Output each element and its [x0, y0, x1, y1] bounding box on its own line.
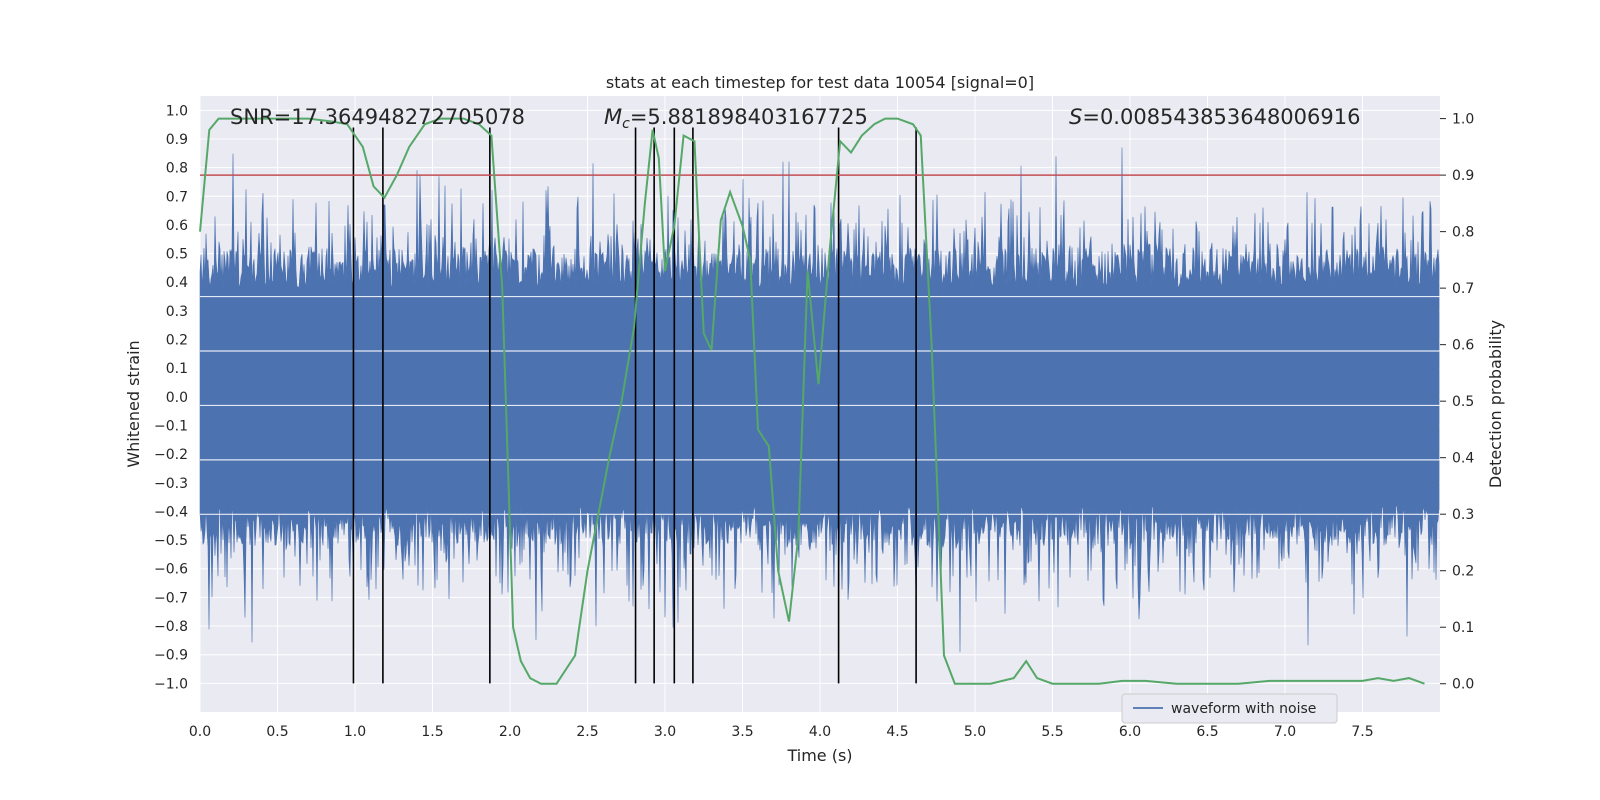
chirp-mass-annotation: Mc=5.881898403167725 — [604, 105, 868, 132]
y-axis-title: Whitened strain — [124, 340, 143, 467]
probability-line — [199, 117, 1425, 685]
y-tick-label: −0.6 — [154, 562, 188, 578]
y-tick-label: 0.0 — [166, 390, 188, 406]
y-tick-label: 0.7 — [166, 189, 188, 205]
y2-tick-label: 0.4 — [1452, 451, 1474, 467]
y-tick-label: −0.3 — [154, 476, 188, 492]
y-tick-label: −0.2 — [154, 447, 188, 463]
probability-series — [199, 117, 1425, 685]
y-tick-label: 0.3 — [166, 304, 188, 320]
y2-tick-label: 0.8 — [1452, 225, 1474, 241]
y-tick-label: −0.7 — [154, 590, 188, 606]
x-tick-label: 6.5 — [1196, 724, 1218, 740]
y2-tick-label: 0.7 — [1452, 281, 1474, 297]
s-value: =0.008543853648006916 — [1082, 105, 1360, 129]
x-tick-label: 2.5 — [576, 724, 598, 740]
x-tick-label: 7.0 — [1274, 724, 1296, 740]
chirp-mass-value: =5.881898403167725 — [630, 105, 868, 129]
snr-annotation: SNR=17.364948272705078 — [230, 105, 525, 129]
y-axis-ticks: 1.0 0.9 0.8 0.7 0.6 0.5 0.4 0.3 0.2 0.1 0.0 −0.1 −0.… — [154, 103, 188, 692]
x-tick-label: 3.5 — [731, 724, 753, 740]
y2-axis-title: Detection probability — [1486, 320, 1505, 488]
y-tick-label: 1.0 — [166, 103, 188, 119]
y-tick-label: 0.8 — [166, 161, 188, 177]
s-annotation: S=0.008543853648006916 — [1069, 105, 1360, 129]
y-tick-label: −1.0 — [154, 676, 188, 692]
y2-tick-label: 0.0 — [1452, 677, 1474, 693]
y-tick-label: 0.9 — [166, 132, 188, 148]
x-tick-label: 1.5 — [421, 724, 443, 740]
y2-tick-label: 0.5 — [1452, 394, 1474, 410]
x-tick-label: 2.0 — [499, 724, 521, 740]
y2-tick-label: 0.9 — [1452, 168, 1474, 184]
legend-box — [1121, 693, 1338, 724]
event-markers — [352, 127, 917, 684]
y2-tick-label: 0.2 — [1452, 564, 1474, 580]
x-tick-label: 0.0 — [189, 724, 211, 740]
y-tick-label: −0.9 — [154, 648, 188, 664]
legend-label: waveform with noise — [1171, 701, 1316, 717]
chirp-mass-symbol: M — [604, 105, 622, 129]
x-tick-label: 5.5 — [1041, 724, 1063, 740]
x-axis-title: Time (s) — [786, 746, 852, 765]
y-tick-label: −0.1 — [154, 418, 188, 434]
s-symbol: S — [1069, 105, 1082, 129]
x-tick-label: 3.0 — [654, 724, 676, 740]
y-tick-label: 0.6 — [166, 218, 188, 234]
y-tick-label: 0.5 — [166, 247, 188, 263]
chart-title: stats at each timestep for test data 100… — [606, 73, 1034, 92]
x-tick-label: 5.0 — [964, 724, 986, 740]
y-tick-label: −0.5 — [154, 533, 188, 549]
x-tick-label: 1.0 — [344, 724, 366, 740]
legend: waveform with noise — [1121, 693, 1338, 724]
y2-tick-label: 0.1 — [1452, 620, 1474, 636]
y-tick-label: 0.1 — [166, 361, 188, 377]
y2-tick-label: 0.6 — [1452, 338, 1474, 354]
y2-tick-label: 1.0 — [1452, 112, 1474, 128]
y-tick-label: 0.4 — [166, 275, 188, 291]
x-tick-label: 7.5 — [1351, 724, 1373, 740]
y-tick-label: 0.2 — [166, 333, 188, 349]
x-tick-label: 0.5 — [266, 724, 288, 740]
x-tick-label: 6.0 — [1119, 724, 1141, 740]
y2-axis-ticks: 1.0 0.9 0.8 0.7 0.6 0.5 0.4 0.3 0.2 0.1 0.0 — [1440, 112, 1474, 693]
x-tick-label: 4.0 — [809, 724, 831, 740]
y2-tick-label: 0.3 — [1452, 507, 1474, 523]
y-tick-label: −0.8 — [154, 619, 188, 635]
chirp-mass-subscript: c — [622, 116, 630, 132]
y-tick-label: −0.4 — [154, 504, 188, 520]
x-tick-label: 4.5 — [886, 724, 908, 740]
x-axis-ticks: 0.0 0.5 1.0 1.5 2.0 2.5 3.0 3.5 4.0 4.5 5.0 5.5 6.0 6… — [189, 724, 1374, 740]
